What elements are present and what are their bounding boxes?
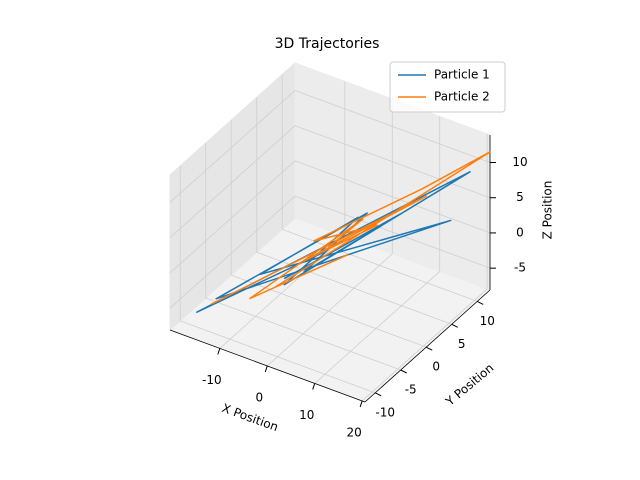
y-tick-label: 5	[458, 337, 466, 351]
y-tick-label: -5	[405, 383, 417, 397]
z-tick-label: 0	[516, 225, 524, 239]
x-tick	[264, 365, 268, 373]
grid-line	[169, 90, 296, 203]
grid-line	[205, 297, 401, 371]
z-tick-label: 10	[512, 155, 527, 169]
grid-line	[294, 160, 491, 234]
z-tick-label: 5	[516, 190, 524, 204]
grid-line	[231, 274, 427, 348]
z-tick-label: -5	[514, 261, 526, 275]
x-tick-label: 20	[347, 425, 362, 439]
grid-line	[169, 125, 296, 239]
y-tick-label: 0	[432, 360, 440, 374]
y-axis-label: Y Position	[442, 361, 496, 410]
legend-label: Particle 1	[434, 68, 490, 82]
y-axis	[364, 289, 491, 403]
x-tick-label: -10	[202, 373, 222, 387]
grid-line	[180, 320, 376, 394]
grid-line	[266, 253, 393, 367]
grid-line	[169, 195, 296, 309]
x-axis-label: X Position	[220, 401, 280, 434]
series-line	[211, 151, 491, 305]
y-tick	[451, 323, 458, 328]
y-tick	[426, 346, 433, 351]
x-tick-label: 0	[255, 390, 263, 404]
y-tick	[400, 369, 407, 374]
y-tick-label: 10	[480, 314, 495, 328]
y-tick	[477, 300, 484, 305]
x-axis	[169, 329, 366, 403]
chart-title: 3D Trajectories	[275, 36, 380, 52]
grid-line	[294, 90, 491, 163]
grid-line	[361, 288, 488, 402]
grid-line	[294, 125, 491, 199]
legend-label: Particle 2	[434, 90, 490, 104]
z-axis-label: Z Position	[541, 181, 555, 240]
grid-line	[219, 236, 346, 349]
series-line	[196, 171, 471, 313]
x-tick	[312, 383, 316, 390]
grid-line	[169, 160, 296, 274]
x-tick-label: 10	[299, 408, 314, 422]
y-tick-label: -10	[375, 405, 395, 419]
x-tick	[217, 348, 221, 355]
grid-line	[314, 271, 440, 384]
x-tick	[359, 400, 363, 408]
y-tick	[374, 392, 382, 397]
grid-line	[294, 195, 491, 269]
